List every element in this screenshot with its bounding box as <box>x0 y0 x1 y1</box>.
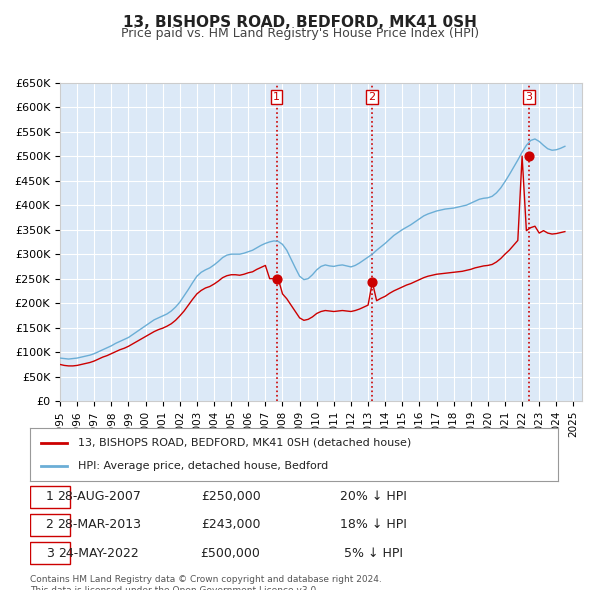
Text: Contains HM Land Registry data © Crown copyright and database right 2024.
This d: Contains HM Land Registry data © Crown c… <box>30 575 382 590</box>
Text: 2: 2 <box>46 519 53 532</box>
Text: 28-MAR-2013: 28-MAR-2013 <box>56 519 140 532</box>
Text: HPI: Average price, detached house, Bedford: HPI: Average price, detached house, Bedf… <box>77 461 328 471</box>
FancyBboxPatch shape <box>30 486 70 508</box>
Text: 1: 1 <box>46 490 53 503</box>
Text: £243,000: £243,000 <box>201 519 260 532</box>
Point <box>367 277 377 287</box>
Text: £500,000: £500,000 <box>201 546 260 559</box>
Text: Price paid vs. HM Land Registry's House Price Index (HPI): Price paid vs. HM Land Registry's House … <box>121 27 479 40</box>
FancyBboxPatch shape <box>30 542 70 564</box>
Text: 20% ↓ HPI: 20% ↓ HPI <box>340 490 407 503</box>
Text: 18% ↓ HPI: 18% ↓ HPI <box>340 519 407 532</box>
FancyBboxPatch shape <box>30 514 70 536</box>
Text: 28-AUG-2007: 28-AUG-2007 <box>57 490 140 503</box>
Point <box>524 152 534 161</box>
Text: 1: 1 <box>273 92 280 102</box>
Text: 13, BISHOPS ROAD, BEDFORD, MK41 0SH (detached house): 13, BISHOPS ROAD, BEDFORD, MK41 0SH (det… <box>77 438 411 448</box>
Point <box>272 274 281 283</box>
Text: 3: 3 <box>46 546 53 559</box>
Text: £250,000: £250,000 <box>201 490 260 503</box>
Text: 5% ↓ HPI: 5% ↓ HPI <box>344 546 403 559</box>
Text: 3: 3 <box>526 92 532 102</box>
Text: 24-MAY-2022: 24-MAY-2022 <box>58 546 139 559</box>
Text: 13, BISHOPS ROAD, BEDFORD, MK41 0SH: 13, BISHOPS ROAD, BEDFORD, MK41 0SH <box>123 15 477 30</box>
Text: 2: 2 <box>368 92 376 102</box>
